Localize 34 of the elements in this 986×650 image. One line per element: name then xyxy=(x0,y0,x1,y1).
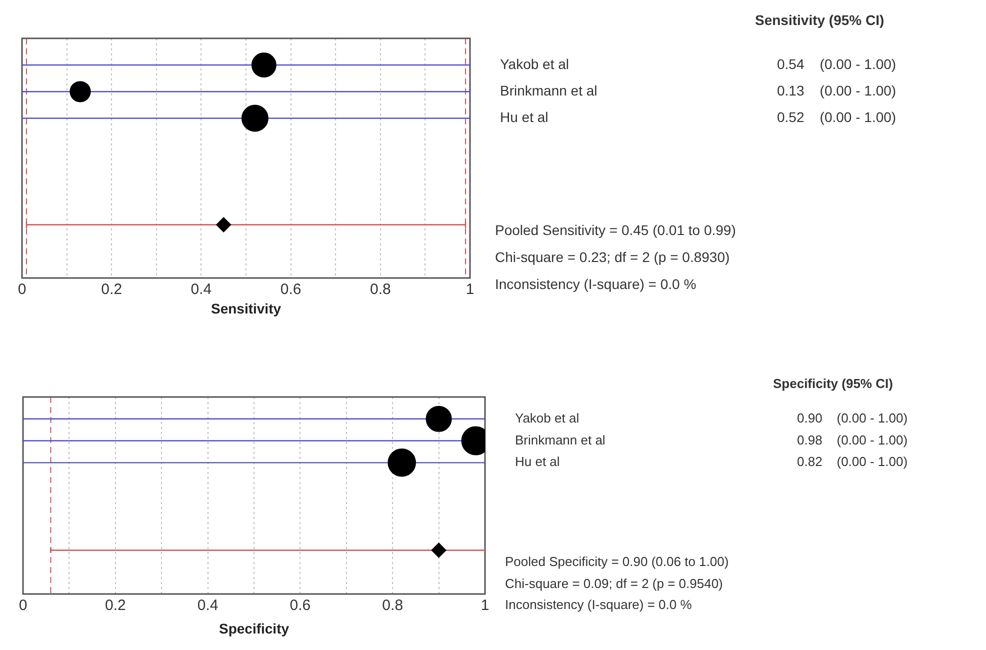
y-tick-label: Yakob et al xyxy=(515,410,580,426)
x-tick-label: 0.4 xyxy=(197,597,218,614)
y-tick-label: Hu et al xyxy=(500,109,548,126)
data-label: 0.98 (0.00 - 1.00) xyxy=(797,432,908,448)
y-tick-label: Yakob et al xyxy=(500,56,570,72)
x-axis-title: Specificity xyxy=(218,620,290,636)
text: Chi-square = 0.23; df = 2 (p = 0.8930) xyxy=(495,249,730,265)
data-label: 0.52 (0.00 - 1.00) xyxy=(777,109,896,126)
y-tick-label: Brinkmann et al xyxy=(500,82,598,99)
text: Pooled Sensitivity = 0.45 (0.01 to 0.99) xyxy=(495,222,736,238)
data-label: 0.54 (0.00 - 1.00) xyxy=(777,56,896,72)
data-label: 0.82 (0.00 - 1.00) xyxy=(797,454,908,470)
x-tick-label: 0 xyxy=(18,597,28,614)
text: Pooled Specificity = 0.90 (0.06 to 1.00) xyxy=(505,554,729,569)
x-tick-label: 0.8 xyxy=(370,281,391,298)
x-tick-label: 0.2 xyxy=(104,597,126,614)
x-tick-label: 0.4 xyxy=(190,281,212,298)
x-tick-label: 1 xyxy=(480,597,490,614)
y-tick-label: Brinkmann et al xyxy=(515,432,606,448)
text: Inconsistency (I-square) = 0.0 % xyxy=(505,597,692,612)
y-tick-label: Hu et al xyxy=(515,454,560,470)
text: Chi-square = 0.09; df = 2 (p = 0.9540) xyxy=(505,576,723,591)
text: Sensitivity (95% CI) xyxy=(755,12,884,28)
x-tick-label: 1 xyxy=(466,281,474,298)
x-tick-label: 0.8 xyxy=(382,597,404,614)
x-tick-label: 0.2 xyxy=(101,281,122,298)
data-label: 0.13 (0.00 - 1.00) xyxy=(777,82,896,99)
text: Inconsistency (I-square) = 0.0 % xyxy=(495,276,696,292)
text: Specificity (95% CI) xyxy=(773,376,893,391)
x-tick-label: 0.6 xyxy=(280,281,302,298)
data-label: 0.90 (0.00 - 1.00) xyxy=(797,410,908,426)
x-tick-label: 0.6 xyxy=(290,597,311,614)
x-tick-label: 0 xyxy=(18,281,26,298)
x-axis-title: Sensitivity xyxy=(210,300,282,316)
